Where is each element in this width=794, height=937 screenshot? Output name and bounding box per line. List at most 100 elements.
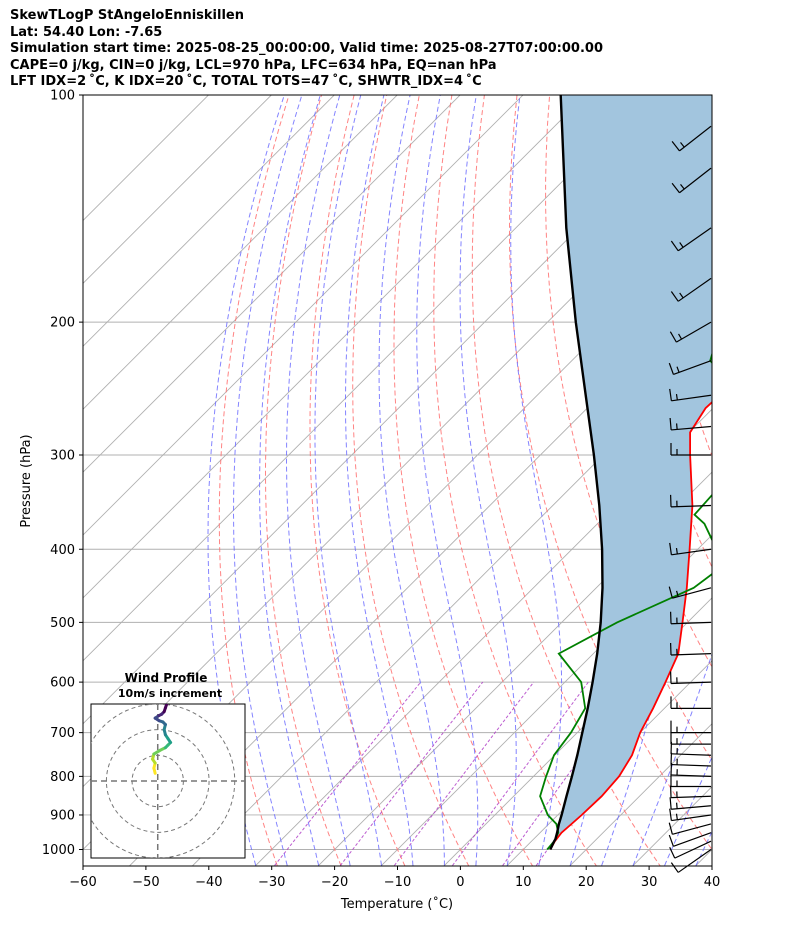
- isotherm: [443, 597, 712, 866]
- dewpoint-line: [539, 351, 712, 851]
- isotherm: [744, 60, 794, 880]
- time-line: Simulation start time: 2025-08-25_00:00:…: [10, 41, 603, 56]
- barb-half-flag: [676, 802, 678, 809]
- barb-flag: [669, 417, 672, 431]
- x-tick-label: 40: [704, 875, 721, 890]
- hodograph-plot: [91, 704, 245, 858]
- barb-half-flag: [676, 366, 680, 373]
- dry-adiabat: [433, 95, 598, 866]
- x-tick-label: −10: [384, 875, 411, 890]
- y-tick-label: 800: [50, 770, 75, 785]
- dry-adiabat: [352, 95, 470, 866]
- moist-adiabat: [207, 95, 285, 866]
- moist-adiabat: [314, 95, 382, 866]
- wind-barb: [669, 840, 712, 859]
- barb-shaft: [671, 753, 712, 756]
- wind-barb: [668, 832, 712, 847]
- barb-half-flag: [679, 292, 684, 299]
- moist-adiabat: [601, 95, 683, 866]
- barb-shaft: [671, 763, 712, 767]
- dry-adiabat: [393, 95, 534, 866]
- wind-barb: [671, 125, 712, 152]
- wind-barb: [670, 752, 712, 767]
- barb-shaft: [671, 681, 712, 685]
- barb-flag: [669, 808, 672, 821]
- y-tick-label: 300: [50, 448, 75, 463]
- isotherm: [83, 95, 524, 536]
- barb-shaft: [671, 814, 712, 822]
- wind-barb: [671, 167, 712, 194]
- wind-barb: [670, 696, 711, 709]
- hodograph-title: Wind Profile: [125, 671, 208, 685]
- y-tick-label: 1000: [42, 843, 75, 858]
- x-tick-label: −20: [321, 875, 348, 890]
- barb-half-flag: [675, 813, 678, 820]
- moist-adiabat: [459, 95, 517, 866]
- barb-shaft: [671, 548, 712, 556]
- barb-flag: [669, 542, 672, 555]
- mixing-ratio-line: [393, 681, 535, 866]
- barb-flag: [671, 141, 680, 152]
- wind-barb: [669, 388, 712, 402]
- wind-barb: [669, 797, 712, 810]
- wind-barb: [670, 720, 711, 734]
- barb-flag: [668, 362, 674, 375]
- barb-shaft: [674, 840, 712, 859]
- barb-half-flag: [675, 393, 678, 401]
- temperature-line: [549, 401, 712, 850]
- isotherm: [83, 95, 335, 347]
- y-tick-label: 400: [50, 543, 75, 558]
- moist-adiabat: [378, 95, 445, 866]
- stability-line: CAPE=0 j/kg, CIN=0 j/kg, LCL=970 hPa, LF…: [10, 57, 497, 73]
- barb-shaft: [671, 394, 712, 402]
- chart-title: SkewTLogP StAngeloEnniskillen: [10, 8, 244, 23]
- barb-shaft: [671, 653, 712, 656]
- x-tick-label: 0: [456, 875, 464, 890]
- barb-half-flag: [676, 590, 679, 597]
- wind-barb: [670, 774, 711, 788]
- barb-half-flag: [676, 423, 678, 430]
- mixing-ratio-line: [339, 681, 484, 866]
- moist-adiabat: [345, 95, 414, 866]
- barb-flag: [668, 586, 673, 599]
- wind-barb: [670, 494, 712, 508]
- isotherm: [83, 95, 398, 410]
- moist-adiabat: [664, 755, 712, 866]
- y-tick-label: 200: [50, 316, 75, 331]
- y-tick-label: 600: [50, 676, 75, 691]
- barb-shaft: [673, 360, 712, 375]
- moist-adiabat: [286, 95, 351, 866]
- barb-flag: [669, 846, 676, 859]
- dry-adiabat: [471, 95, 661, 866]
- x-tick-label: 10: [515, 875, 532, 890]
- barb-shaft: [679, 167, 712, 194]
- dry-adiabat: [218, 95, 290, 866]
- dry-adiabat: [265, 95, 342, 866]
- moist-adiabat: [416, 95, 479, 866]
- wind-barb: [670, 849, 712, 873]
- barb-half-flag: [679, 242, 684, 248]
- barb-half-flag: [678, 333, 683, 340]
- wind-barb: [670, 642, 712, 656]
- wind-barbs: [668, 125, 712, 873]
- wind-barb: [669, 808, 712, 822]
- wind-barb: [669, 542, 712, 556]
- barb-shaft: [677, 227, 712, 252]
- isotherm: [128, 282, 712, 866]
- moist-adiabat: [510, 95, 563, 866]
- x-tick-label: −50: [132, 875, 159, 890]
- y-tick-label: 500: [50, 616, 75, 631]
- x-tick-label: 20: [578, 875, 595, 890]
- wind-barb: [670, 442, 711, 456]
- isotherm: [380, 534, 712, 866]
- isotherm: [83, 95, 587, 599]
- hodograph-subtitle: 10m/s increment: [118, 687, 222, 700]
- wind-barb: [670, 611, 712, 625]
- barb-half-flag: [680, 183, 685, 190]
- wind-barb: [670, 227, 712, 252]
- barb-flag: [671, 182, 680, 194]
- y-tick-label: 900: [50, 808, 75, 823]
- wind-barb: [670, 732, 711, 745]
- barb-shaft: [672, 587, 712, 599]
- dry-adiabat: [309, 95, 406, 866]
